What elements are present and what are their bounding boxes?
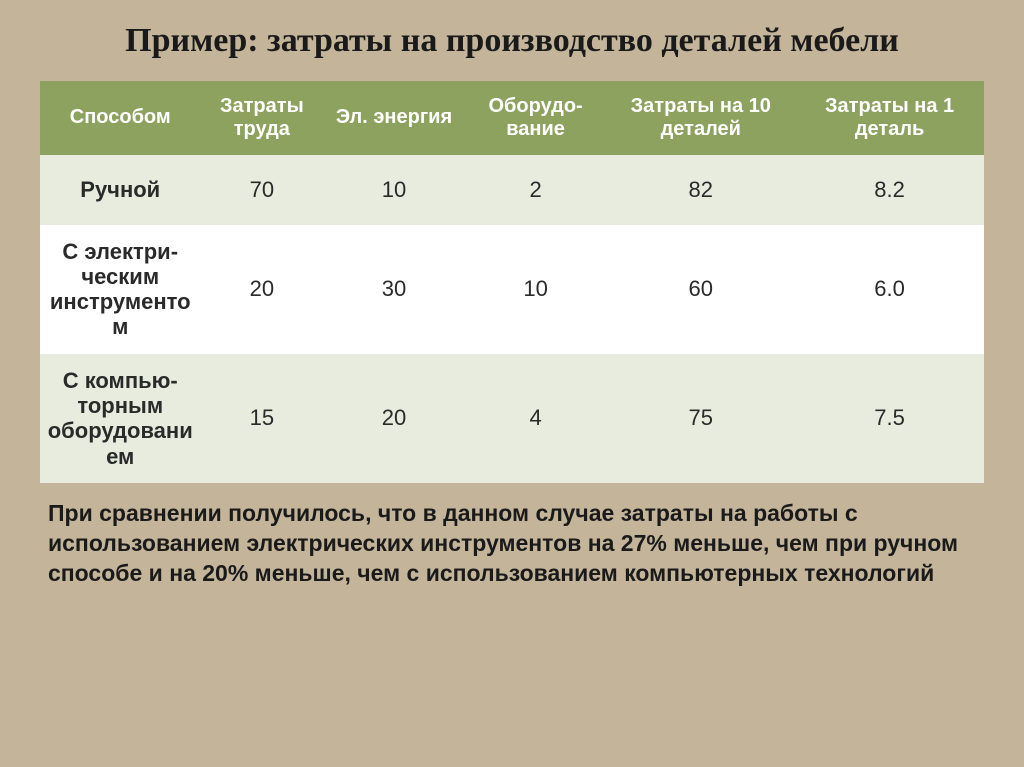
- table-row: С компью-торным оборудованием 15 20 4 75…: [40, 354, 984, 483]
- cell-cost1: 7.5: [795, 354, 984, 483]
- header-energy: Эл. энергия: [323, 81, 465, 155]
- cell-cost1: 8.2: [795, 155, 984, 225]
- header-method: Способом: [40, 81, 200, 155]
- cell-equip: 4: [465, 354, 607, 483]
- row-label: С компью-торным оборудованием: [40, 354, 200, 483]
- cell-labor: 70: [200, 155, 323, 225]
- costs-table: Способом Затраты труда Эл. энергия Обору…: [40, 81, 984, 483]
- header-cost1: Затраты на 1 деталь: [795, 81, 984, 155]
- cell-cost10: 82: [606, 155, 795, 225]
- row-label: Ручной: [40, 155, 200, 225]
- row-label: С электри-ческим инструментом: [40, 225, 200, 354]
- cell-cost10: 75: [606, 354, 795, 483]
- table-header-row: Способом Затраты труда Эл. энергия Обору…: [40, 81, 984, 155]
- conclusion-text: При сравнении получилось, что в данном с…: [40, 499, 984, 589]
- header-equip: Оборудо-вание: [465, 81, 607, 155]
- cell-labor: 15: [200, 354, 323, 483]
- cell-labor: 20: [200, 225, 323, 354]
- cell-cost10: 60: [606, 225, 795, 354]
- cell-energy: 20: [323, 354, 465, 483]
- slide-title: Пример: затраты на производство деталей …: [40, 20, 984, 63]
- cell-cost1: 6.0: [795, 225, 984, 354]
- slide: Пример: затраты на производство деталей …: [0, 0, 1024, 767]
- cell-energy: 30: [323, 225, 465, 354]
- header-cost10: Затраты на 10 деталей: [606, 81, 795, 155]
- cell-energy: 10: [323, 155, 465, 225]
- table-row: Ручной 70 10 2 82 8.2: [40, 155, 984, 225]
- cell-equip: 10: [465, 225, 607, 354]
- table-row: С электри-ческим инструментом 20 30 10 6…: [40, 225, 984, 354]
- header-labor: Затраты труда: [200, 81, 323, 155]
- cell-equip: 2: [465, 155, 607, 225]
